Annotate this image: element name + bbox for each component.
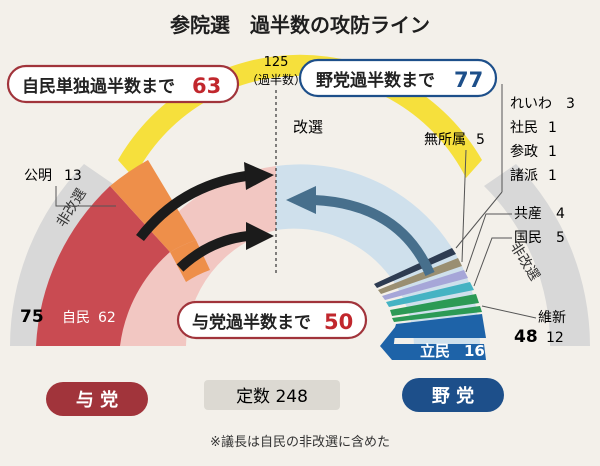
ruling-labels: 公明 13 自民 62 75: [20, 168, 116, 327]
kokumin-name: 国民: [514, 230, 542, 246]
arrow-yatou-head: [286, 186, 316, 214]
komei-name: 公明: [24, 168, 52, 184]
sansei-num: 1: [548, 144, 557, 160]
shamin-name: 社民: [510, 120, 538, 136]
callout-jimin-tandoku-text: 自民単独過半数まで: [22, 76, 175, 97]
kyosan-num: 4: [556, 206, 565, 222]
callout-jimin-tandoku-box: [6, 64, 240, 104]
ruling-label-box: [46, 382, 148, 416]
arrow-yatou: [313, 195, 435, 277]
bottom-labels: 与 党 定数 248 野 党 ※議長は自民の非改選に含めた: [46, 378, 504, 450]
reiwa-name: れいわ: [510, 96, 552, 112]
ishin-name: 維新: [538, 310, 566, 326]
wedge-jimin: [36, 186, 170, 346]
majority-value: 125: [264, 55, 289, 70]
arrow-yotou: [176, 231, 249, 272]
callout-yotou-text: 与党過半数まで: [192, 312, 311, 333]
opposition-label: 野 党: [432, 385, 474, 407]
footnote: ※議長は自民の非改選に含めた: [210, 434, 390, 450]
wedge-ishin: [392, 306, 482, 322]
wedge-rikken-edge: [380, 326, 396, 360]
shamin-num: 1: [548, 120, 557, 136]
wedge-rikken-upper: [392, 314, 486, 338]
wedge-mushozoku: [378, 258, 462, 294]
ruling-label: 与 党: [76, 389, 118, 411]
kyosan-name: 共産: [514, 206, 542, 222]
ishin-leader: [481, 305, 537, 319]
ishin-num: 12: [546, 330, 564, 346]
callout-jimin-tandoku-num: 63: [192, 74, 221, 98]
callout-yotou: 与党過半数まで 50: [176, 300, 368, 340]
arrow-jimin-tandoku-head: [244, 162, 274, 190]
reiwa-num: 3: [566, 96, 575, 112]
arrow-yotou-head: [246, 222, 274, 250]
wedge-kokumin: [386, 282, 474, 307]
opp-label-box: [402, 378, 504, 412]
kokumin-leader: [473, 237, 512, 287]
teisu-label: 定数 248: [236, 387, 308, 407]
komei-leader: [55, 186, 116, 207]
callout-yotou-num: 50: [324, 310, 353, 334]
sansei-name: 参政: [510, 143, 538, 160]
wedge-ishin-2: [390, 294, 479, 316]
komei-num: 13: [64, 168, 82, 184]
jimin-name: 自民: [62, 310, 90, 326]
teisu-box: [204, 380, 340, 410]
opposition-wedges: [374, 248, 486, 360]
callout-jimin-tandoku: 自民単独過半数まで 63: [6, 64, 240, 104]
shoha-name: 諸派: [510, 168, 538, 184]
majority-label: （過半数）: [246, 72, 306, 87]
wedge-komei-upper: [110, 160, 196, 252]
wedge-kyosan: [382, 270, 468, 300]
callout-yatou-num: 77: [454, 68, 483, 92]
mushozoku-num: 5: [476, 132, 485, 148]
minor-leader: [455, 191, 503, 249]
kaisen-label: 改選: [293, 118, 323, 136]
mushozoku-leader: [461, 149, 467, 263]
opposition-total: 48: [514, 327, 538, 347]
page-title: 参院選 過半数の攻防ライン: [170, 13, 430, 37]
wedge-rikken: [390, 344, 486, 360]
mushozoku-name: 無所属: [424, 132, 466, 148]
arrows: [136, 162, 435, 277]
callout-yatou-box: [298, 58, 498, 98]
shoha-num: 1: [548, 168, 557, 184]
callout-yotou-box: [176, 300, 368, 340]
kokumin-num: 5: [556, 230, 565, 246]
callout-yatou-text: 野党過半数まで: [316, 70, 435, 91]
jimin-num: 62: [98, 310, 116, 326]
opposition-area: [276, 164, 481, 346]
arrow-jimin-tandoku: [136, 171, 247, 242]
callout-yatou: 野党過半数まで 77: [298, 58, 498, 98]
rikken-name: 立民: [420, 342, 450, 360]
hikaisen-band-right: [484, 164, 590, 346]
kyosan-leader: [465, 213, 512, 273]
rikken-num: 16: [464, 342, 485, 360]
ruling-total: 75: [20, 307, 44, 327]
opposition-labels: れいわ 3 社民 1 参政 1 諸派 1 無所属 5 共産 4 国民 5 維新 …: [420, 84, 575, 360]
wedge-minor: [374, 248, 456, 288]
